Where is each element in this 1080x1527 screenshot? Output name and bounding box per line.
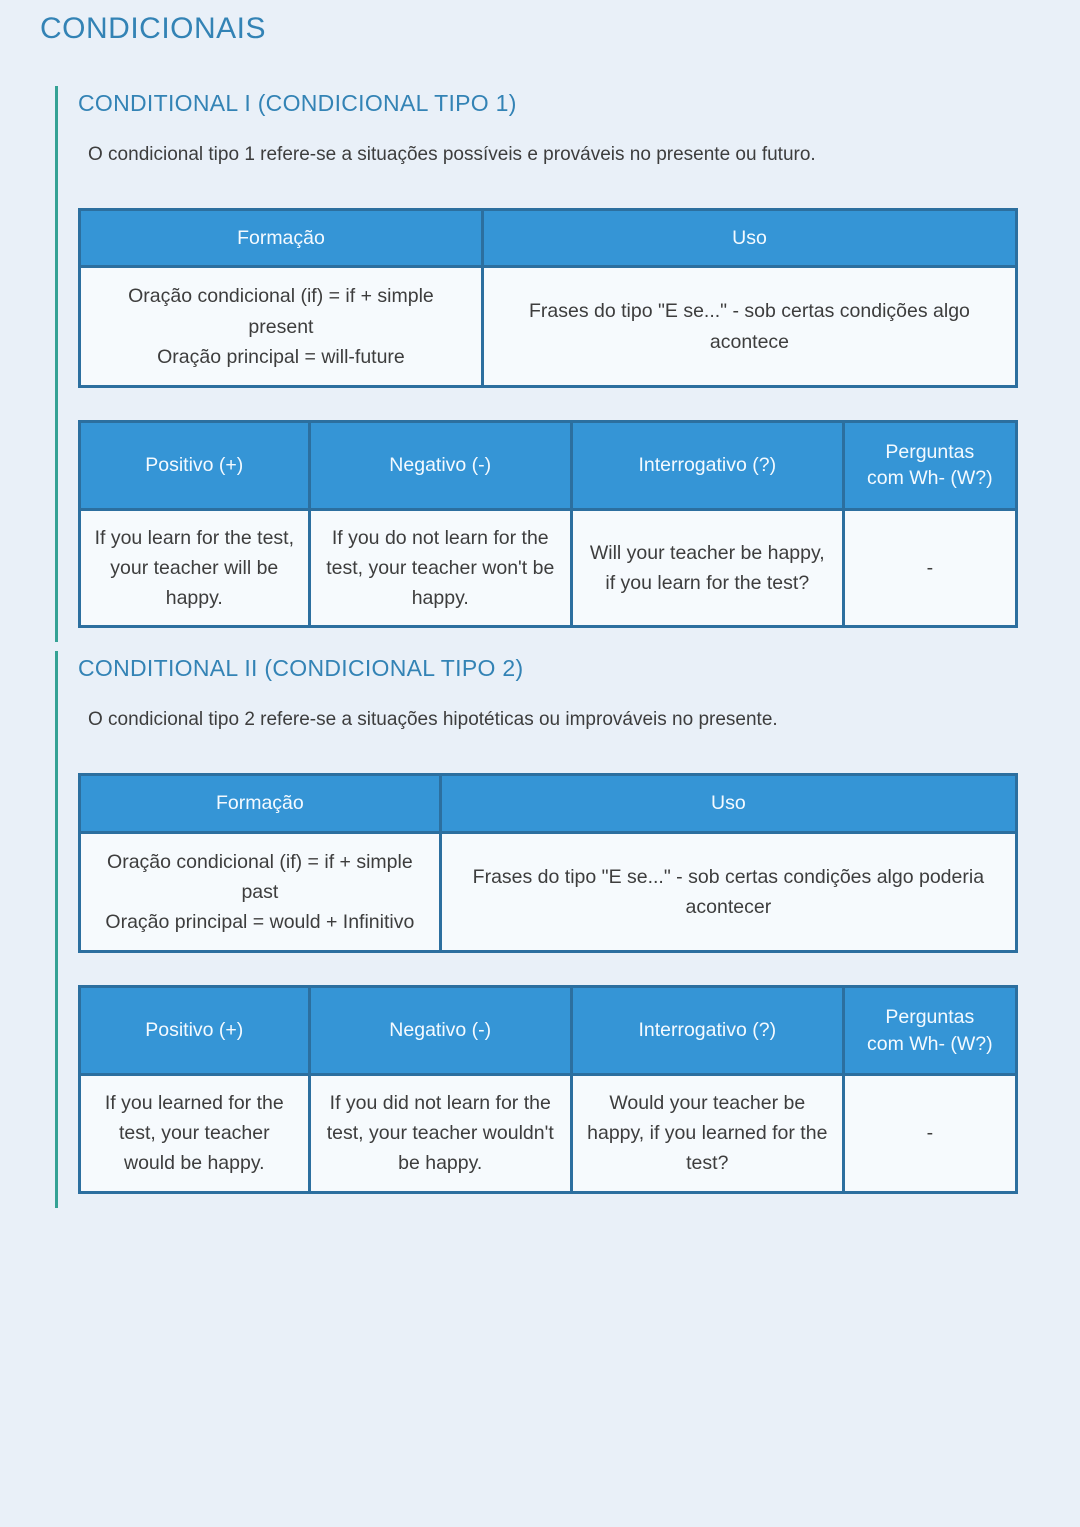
- formation-line: Oração principal = would + Infinitivo: [105, 911, 415, 933]
- use-header-cell: Uso: [480, 207, 1019, 269]
- table-body-row: If you learned for the test, your teache…: [78, 1072, 1019, 1194]
- interrogative-header-cell: Interrogativo (?): [569, 419, 845, 511]
- section-conditional-1: CONDITIONAL I (CONDICIONAL TIPO 1) O con…: [55, 86, 1040, 643]
- negative-header-cell: Negativo (-): [307, 985, 573, 1076]
- positive-example-cell: If you learned for the test, your teache…: [78, 1072, 311, 1194]
- wh-questions-example-cell: -: [841, 1072, 1019, 1194]
- wh-questions-header-cell: Perguntas com Wh- (W?): [841, 419, 1019, 511]
- use-cell: Frases do tipo "E se..." - sob certas co…: [480, 265, 1019, 388]
- positive-example-cell: If you learn for the test, your teacher …: [78, 507, 311, 629]
- section-2-heading: CONDITIONAL II (CONDICIONAL TIPO 2): [78, 655, 524, 682]
- interrogative-header-cell: Interrogativo (?): [569, 985, 845, 1076]
- examples-table-1: Positivo (+) Negativo (-) Interrogativo …: [78, 419, 1019, 629]
- table-body-row: If you learn for the test, your teacher …: [78, 507, 1019, 629]
- section-2-description: O condicional tipo 2 refere-se a situaçõ…: [88, 709, 778, 731]
- formation-cell: Oração condicional (if) = if + simple pa…: [78, 830, 442, 954]
- section-1-heading: CONDITIONAL I (CONDICIONAL TIPO 1): [78, 90, 517, 116]
- negative-header-cell: Negativo (-): [307, 419, 573, 511]
- formation-header-cell: Formação: [78, 773, 442, 834]
- use-cell: Frases do tipo "E se..." - sob certas co…: [438, 830, 1019, 954]
- negative-example-cell: If you did not learn for the test, your …: [307, 1072, 573, 1194]
- positive-header-cell: Positivo (+): [78, 419, 311, 511]
- examples-table-2: Positivo (+) Negativo (-) Interrogativo …: [78, 985, 1019, 1194]
- table-header-row: Formação Uso: [78, 773, 1019, 834]
- table-header-row: Positivo (+) Negativo (-) Interrogativo …: [78, 985, 1019, 1076]
- notes-page: CONDICIONAIS CONDITIONAL I (CONDICIONAL …: [40, 12, 1040, 1208]
- wh-questions-example-cell: -: [841, 507, 1019, 629]
- table-header-row: Formação Uso: [78, 207, 1019, 269]
- table-body-row: Oração condicional (if) = if + simple pa…: [78, 830, 1019, 954]
- formation-line: Oração condicional (if) = if + simple pa…: [107, 850, 413, 903]
- formation-header-cell: Formação: [78, 207, 484, 269]
- section-conditional-2: CONDITIONAL II (CONDICIONAL TIPO 2) O co…: [55, 651, 1040, 1208]
- table-header-row: Positivo (+) Negativo (-) Interrogativo …: [78, 419, 1019, 511]
- formation-line: Oração condicional (if) = if + simple pr…: [128, 285, 434, 338]
- formation-cell: Oração condicional (if) = if + simple pr…: [78, 265, 484, 388]
- wh-questions-header-cell: Perguntas com Wh- (W?): [841, 985, 1019, 1076]
- table-body-row: Oração condicional (if) = if + simple pr…: [78, 265, 1019, 388]
- interrogative-example-cell: Would your teacher be happy, if you lear…: [569, 1072, 845, 1194]
- negative-example-cell: If you do not learn for the test, your t…: [307, 507, 573, 629]
- formation-line: Oração principal = will-future: [157, 345, 405, 368]
- page-title: CONDICIONAIS: [40, 12, 267, 45]
- interrogative-example-cell: Will your teacher be happy, if you learn…: [569, 507, 845, 629]
- formation-use-table-2: Formação Uso Oração condicional (if) = i…: [78, 773, 1019, 954]
- use-header-cell: Uso: [438, 773, 1019, 834]
- formation-use-table-1: Formação Uso Oração condicional (if) = i…: [78, 207, 1019, 388]
- positive-header-cell: Positivo (+): [78, 985, 311, 1076]
- section-1-description: O condicional tipo 1 refere-se a situaçõ…: [88, 144, 816, 165]
